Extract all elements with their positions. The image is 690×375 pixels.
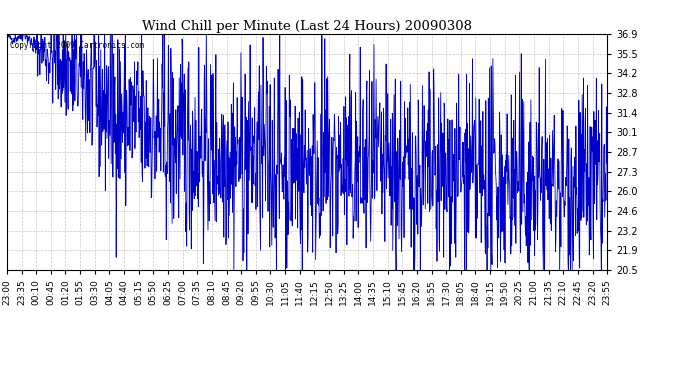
Title: Wind Chill per Minute (Last 24 Hours) 20090308: Wind Chill per Minute (Last 24 Hours) 20… [142,20,472,33]
Text: Copyright 2009 Cartronics.com: Copyright 2009 Cartronics.com [10,41,144,50]
